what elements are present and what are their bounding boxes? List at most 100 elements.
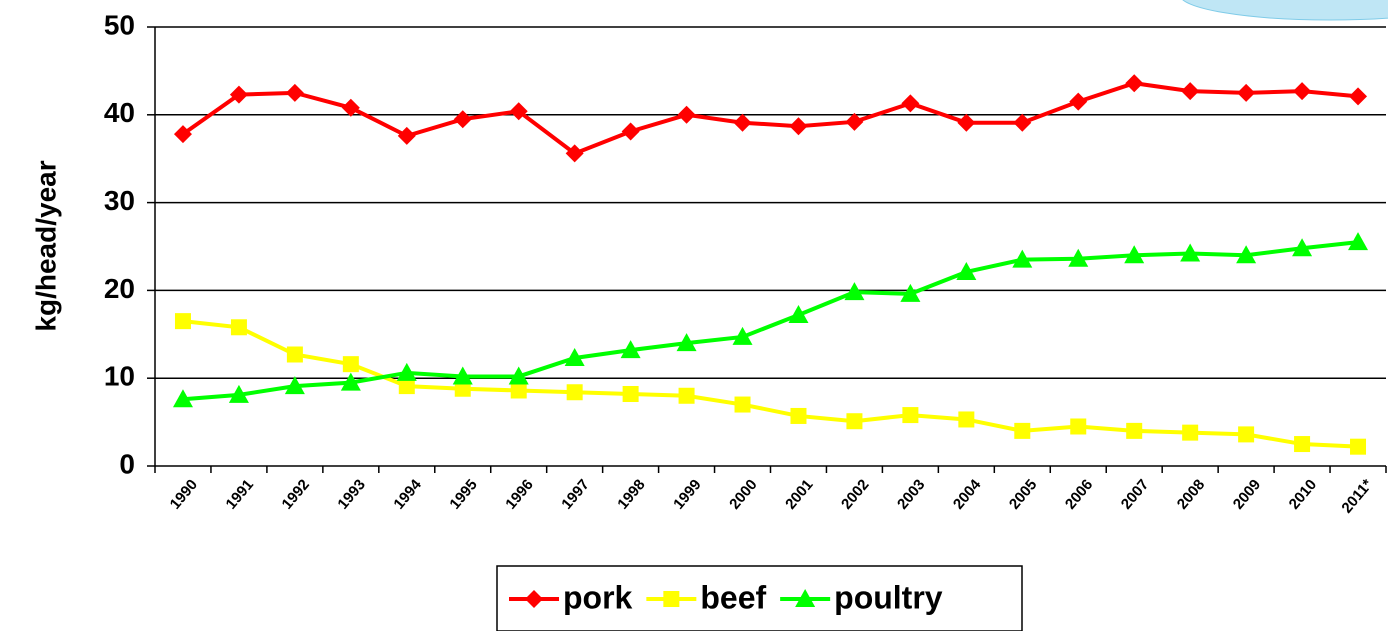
marker [788,304,809,323]
x-tick-label: 1994 [390,476,425,513]
marker [1124,245,1145,264]
x-tick-label: 1990 [167,476,201,512]
x-tick-label: 1993 [334,476,368,512]
marker [396,362,417,381]
x-tick-label: 2009 [1230,476,1264,512]
marker [398,378,415,395]
x-tick-label: 1997 [558,476,592,512]
marker [1182,424,1199,441]
marker [620,340,641,359]
marker [342,356,359,373]
marker [901,94,920,113]
x-tick-label: 1991 [223,476,257,512]
marker [341,98,360,117]
marker [525,590,543,608]
marker [1237,83,1256,102]
marker [678,387,695,404]
marker [676,333,697,352]
marker [663,591,680,607]
marker [795,589,816,607]
marker [958,411,975,428]
marker [1013,113,1032,132]
marker [286,346,303,363]
marker [733,113,752,132]
x-tick-label: 2008 [1174,476,1208,512]
marker [622,386,639,403]
marker [452,366,473,385]
marker [1348,232,1369,251]
marker [230,319,247,336]
x-tick-label: 2007 [1118,476,1152,512]
x-tick-label: 2010 [1286,476,1320,512]
marker [902,407,919,424]
x-tick-label: 2005 [1006,476,1040,512]
marker [1126,422,1143,439]
marker [900,283,921,302]
marker [677,105,696,124]
marker [790,407,807,424]
y-tick-label: 30 [104,185,135,216]
y-tick-label: 20 [104,273,135,304]
marker [844,282,865,301]
x-tick-label: 2001 [782,476,816,512]
line-series [181,81,1359,156]
marker [453,110,472,129]
marker [789,117,808,136]
marker [846,413,863,430]
legend-box [496,565,1023,631]
marker [228,384,249,403]
marker [229,85,248,104]
x-tick-label: 1999 [670,476,704,512]
decoration [1182,0,1388,21]
marker [1294,436,1311,453]
marker [1350,438,1367,455]
x-tick-label: 1995 [446,476,480,512]
marker [564,348,585,367]
marker [1125,74,1144,93]
marker [454,380,471,397]
marker [957,113,976,132]
marker [1236,245,1257,264]
marker [174,313,191,330]
marker [285,83,304,102]
legend-label: pork [563,579,633,615]
marker [508,366,529,385]
marker [510,382,527,399]
x-tick-label: 2002 [838,476,872,512]
legend-label: beef [700,579,766,615]
marker [1014,422,1031,439]
line-series [182,319,1359,449]
marker [340,372,361,391]
marker [284,376,305,395]
marker [1180,243,1201,262]
marker [1181,82,1200,101]
marker [509,102,528,121]
marker [397,126,416,145]
marker [1238,426,1255,443]
x-tick-label: 2003 [894,476,928,512]
marker [1069,92,1088,111]
y-axis-label: kg/head/year [30,160,61,331]
x-tick-label: 1992 [279,476,313,512]
marker [1293,82,1312,101]
legend-label: poultry [834,579,943,615]
x-tick-label: 2006 [1062,476,1096,512]
marker [566,384,583,401]
y-tick-label: 10 [104,361,135,392]
marker [956,261,977,280]
y-tick-label: 0 [119,448,135,479]
x-tick-label: 2000 [726,476,760,512]
y-tick-label: 40 [104,97,135,128]
marker [173,125,192,144]
marker [621,122,640,141]
marker [565,144,584,163]
marker [734,396,751,413]
marker [1070,418,1087,435]
marker [1292,238,1313,257]
marker [845,112,864,131]
marker [732,326,753,345]
y-tick-label: 50 [104,9,135,40]
x-tick-label: 1998 [614,476,648,512]
marker [1012,249,1033,268]
marker [1349,87,1368,106]
